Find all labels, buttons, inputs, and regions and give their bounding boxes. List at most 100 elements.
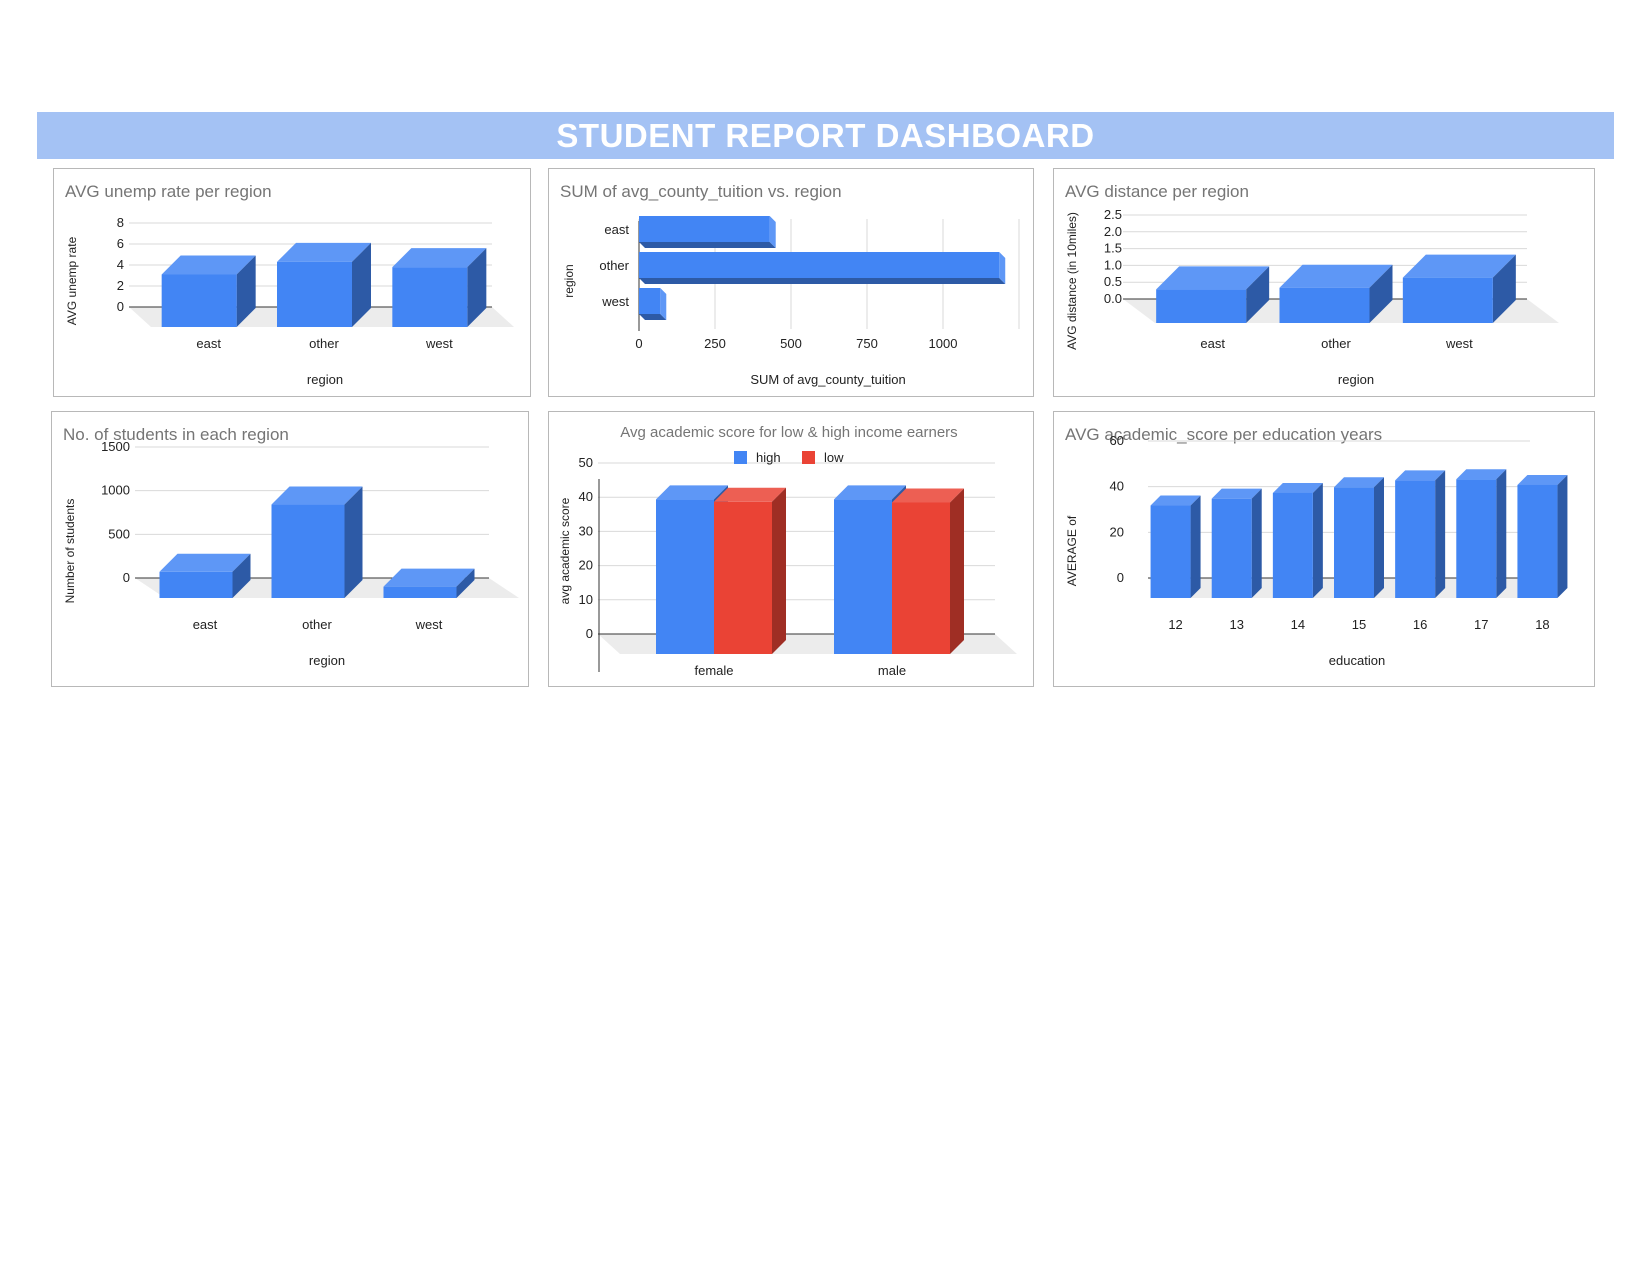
y-tick-label: 1000 bbox=[101, 483, 130, 498]
county-tuition-chart: SUM of avg_county_tuition vs. region 0 250… bbox=[560, 182, 1020, 387]
x-category-label: 15 bbox=[1352, 617, 1366, 632]
bar-15-top bbox=[1334, 477, 1384, 488]
chart-title: SUM of avg_county_tuition vs. region bbox=[560, 182, 842, 201]
bar-15-side bbox=[1374, 477, 1384, 598]
y-tick-label: 0.5 bbox=[1104, 274, 1122, 289]
bar-low-male bbox=[892, 502, 950, 654]
bar-other-side bbox=[352, 242, 371, 327]
x-category-label: 16 bbox=[1413, 617, 1427, 632]
chart-title: AVG academic_score per education years bbox=[1065, 425, 1382, 444]
y-category-label: west bbox=[601, 294, 629, 309]
y-tick-label: 0 bbox=[1117, 570, 1124, 585]
bar-17 bbox=[1456, 479, 1497, 598]
academic-income-chart: Avg academic score for low & high income… bbox=[558, 424, 1017, 678]
x-category-label: 17 bbox=[1474, 617, 1488, 632]
bar-other bbox=[1279, 287, 1370, 323]
legend-swatch-high bbox=[734, 451, 747, 464]
bar-18-top bbox=[1517, 474, 1568, 485]
legend-swatch-low bbox=[802, 451, 815, 464]
x-tick-label: 250 bbox=[704, 336, 726, 351]
bar-west-top bbox=[392, 248, 487, 268]
bar-other-top bbox=[277, 242, 371, 262]
bar-low-female bbox=[714, 501, 772, 654]
y-tick-label: 2.0 bbox=[1104, 224, 1122, 239]
x-category-label: 18 bbox=[1535, 617, 1549, 632]
x-axis-title: region bbox=[309, 653, 345, 668]
chart-panel-academic-income: Avg academic score for low & high income… bbox=[548, 411, 1034, 687]
chart-panel-distance: AVG distance per region 0.0 0.5 1.0 1.5 2.0 2.… bbox=[1053, 168, 1595, 397]
bar-east-top bbox=[161, 255, 256, 275]
x-category-label: other bbox=[309, 336, 339, 351]
x-category-label: female bbox=[694, 663, 733, 678]
chart-title: AVG unemp rate per region bbox=[65, 182, 272, 201]
x-axis-title: SUM of avg_county_tuition bbox=[750, 372, 905, 387]
y-tick-label: 50 bbox=[579, 455, 593, 470]
bar-13-top bbox=[1211, 488, 1262, 499]
bar-12-side bbox=[1190, 495, 1201, 598]
y-tick-label: 40 bbox=[579, 489, 593, 504]
y-axis-title: region bbox=[562, 264, 576, 297]
bar-other-end bbox=[999, 252, 1006, 284]
bar-14-top bbox=[1272, 482, 1323, 493]
bar-13 bbox=[1211, 498, 1252, 598]
y-tick-label: 1.0 bbox=[1104, 257, 1122, 272]
x-category-label: east bbox=[1200, 336, 1225, 351]
bar-west-side bbox=[467, 248, 487, 327]
bar-18 bbox=[1517, 484, 1558, 598]
y-category-label: east bbox=[604, 222, 629, 237]
y-tick-label: 20 bbox=[579, 558, 593, 573]
bar-low-female-side bbox=[772, 487, 786, 654]
legend-label-low: low bbox=[824, 450, 844, 465]
x-tick-label: 750 bbox=[856, 336, 878, 351]
bar-west-side bbox=[639, 314, 667, 320]
x-tick-label: 1000 bbox=[929, 336, 958, 351]
bar-high-female bbox=[656, 499, 714, 654]
y-axis-title: Number of students bbox=[63, 499, 77, 604]
bar-east bbox=[161, 274, 237, 327]
bar-east bbox=[639, 216, 770, 242]
y-axis-title: AVG distance (in 10miles) bbox=[1065, 212, 1079, 350]
chart-panel-student-count: No. of students in each region 0 500 1000 15… bbox=[51, 411, 529, 687]
bar-east-end bbox=[769, 216, 776, 248]
y-tick-label: 2 bbox=[117, 278, 124, 293]
bar-west-top bbox=[1402, 254, 1516, 278]
y-tick-label: 10 bbox=[579, 592, 593, 607]
x-category-label: east bbox=[196, 336, 221, 351]
bar-west bbox=[1402, 277, 1493, 323]
x-category-label: west bbox=[425, 336, 453, 351]
bar-other-top bbox=[271, 486, 363, 505]
x-tick-label: 500 bbox=[780, 336, 802, 351]
bar-high-male bbox=[834, 499, 892, 654]
y-tick-label: 60 bbox=[1110, 433, 1124, 448]
y-tick-label: 500 bbox=[108, 526, 130, 541]
chart-panel-county-tuition: SUM of avg_county_tuition vs. region 0 250… bbox=[548, 168, 1034, 397]
y-tick-label: 6 bbox=[117, 236, 124, 251]
y-axis-title: AVG unemp rate bbox=[65, 236, 79, 325]
bar-12 bbox=[1150, 505, 1191, 598]
education-years-chart: AVG academic_score per education years 0 2… bbox=[1065, 425, 1568, 668]
dashboard-title: STUDENT REPORT DASHBOARD bbox=[37, 112, 1614, 159]
bar-15 bbox=[1334, 487, 1374, 598]
bar-16-side bbox=[1435, 470, 1446, 598]
x-category-label: 14 bbox=[1291, 617, 1305, 632]
student-count-chart: No. of students in each region 0 500 1000 15… bbox=[63, 425, 519, 668]
x-category-label: male bbox=[878, 663, 906, 678]
bar-low-male-side bbox=[950, 488, 964, 654]
bar-west-end bbox=[660, 288, 667, 320]
x-axis-title: region bbox=[307, 372, 343, 387]
y-tick-label: 30 bbox=[579, 523, 593, 538]
bar-west-top bbox=[383, 568, 475, 587]
legend-label-high: high bbox=[756, 450, 781, 465]
x-category-label: west bbox=[415, 617, 443, 632]
x-category-label: 12 bbox=[1168, 617, 1182, 632]
unemp-rate-chart: AVG unemp rate per region 0 2 4 6 8 east other w… bbox=[65, 182, 514, 387]
y-tick-label: 2.5 bbox=[1104, 207, 1122, 222]
x-tick-label: 0 bbox=[635, 336, 642, 351]
y-tick-label: 8 bbox=[117, 215, 124, 230]
bar-east-side bbox=[232, 553, 251, 598]
bar-east-top bbox=[159, 553, 251, 572]
bar-east-side bbox=[1246, 266, 1270, 323]
x-axis-title: education bbox=[1329, 653, 1385, 668]
bar-east-top bbox=[1156, 266, 1270, 290]
x-axis-title: region bbox=[1338, 372, 1374, 387]
